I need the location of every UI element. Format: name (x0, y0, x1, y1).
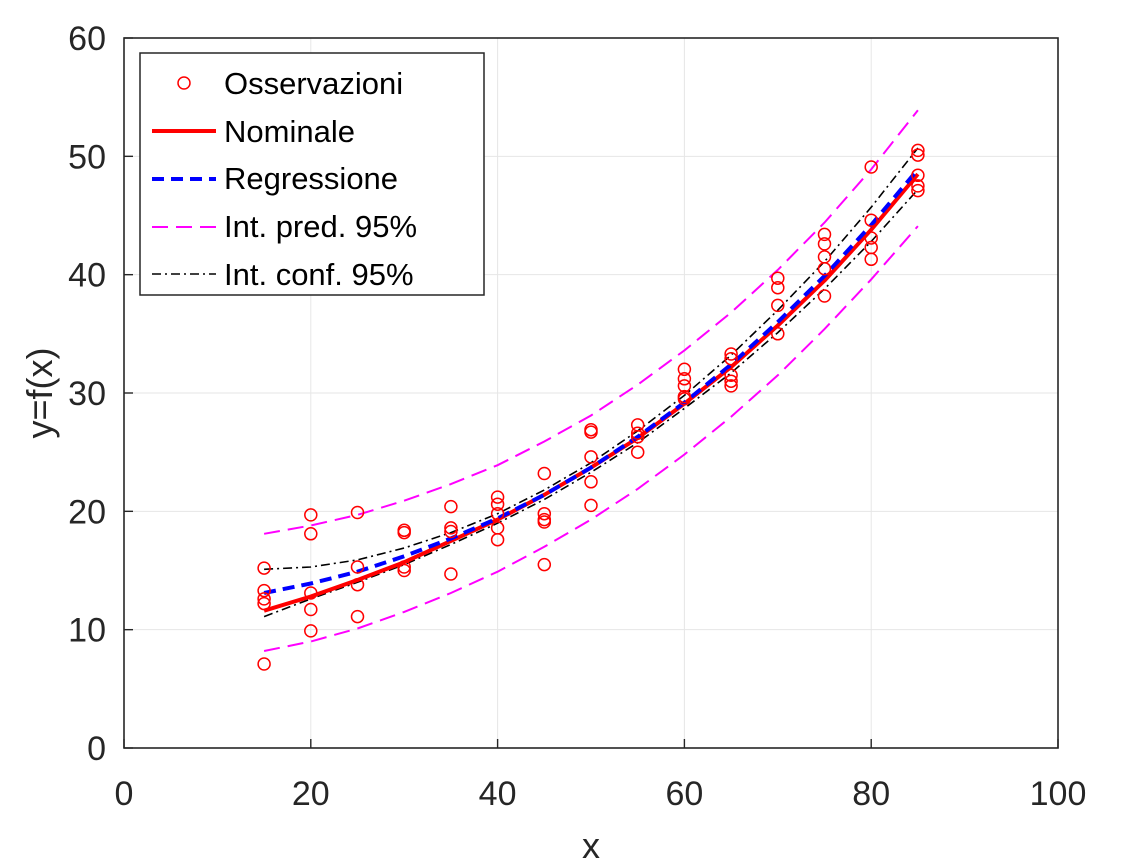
observation-point (304, 586, 318, 600)
x-tick-label: 60 (665, 775, 703, 813)
observation-points (257, 143, 925, 671)
observation-point (537, 466, 552, 481)
observation-point (350, 609, 365, 624)
observation-point (537, 557, 552, 572)
y-tick-label: 30 (68, 375, 106, 413)
observation-point (257, 596, 271, 611)
observation-point (490, 521, 505, 535)
observation-point (444, 521, 458, 535)
prediction-band (263, 109, 919, 652)
legend: Osservazioni Nominale Regressione Int. p… (139, 52, 485, 296)
observation-point (724, 379, 738, 393)
observation-point (630, 418, 645, 432)
prediction-upper-line (263, 109, 919, 535)
observation-point (350, 577, 365, 592)
observation-point (490, 497, 505, 511)
legend-label-nominal: Nominale (224, 114, 355, 149)
observation-point (257, 561, 271, 575)
y-tick-label: 40 (68, 257, 106, 295)
observation-point (771, 271, 785, 285)
observation-point (817, 289, 832, 303)
observation-point (397, 560, 411, 574)
observation-point (537, 506, 552, 521)
observation-point (911, 179, 925, 193)
observation-point (584, 498, 598, 513)
observation-point (630, 426, 645, 440)
observation-point (724, 347, 738, 361)
legend-label-confidence: Int. conf. 95% (224, 257, 414, 292)
observation-point (677, 379, 692, 393)
y-ticks: 0 10 20 30 40 50 60 (68, 20, 133, 768)
observation-point (817, 237, 832, 251)
observation-point (724, 368, 738, 383)
observation-point (771, 298, 785, 313)
legend-box (139, 52, 485, 296)
y-tick-label: 20 (68, 493, 106, 531)
observation-point (537, 512, 552, 527)
observation-point (257, 583, 271, 598)
observation-point (911, 148, 925, 162)
observation-point (911, 168, 925, 183)
observation-point (304, 527, 318, 541)
legend-label-regression: Regressione (224, 161, 398, 196)
observation-point (304, 508, 318, 522)
observation-point (397, 563, 411, 578)
y-tick-label: 50 (68, 138, 106, 176)
observation-point (397, 523, 411, 538)
observation-point (350, 505, 365, 520)
observation-point (444, 499, 458, 514)
observation-point (817, 250, 832, 264)
observation-point (257, 592, 271, 606)
observation-point (304, 624, 318, 638)
confidence-lower-line (263, 188, 919, 618)
observation-point (864, 231, 878, 245)
observation-point (864, 240, 878, 255)
observation-point (490, 490, 505, 504)
observation-point (724, 374, 738, 388)
observation-point (911, 183, 925, 198)
observation-point (771, 327, 785, 341)
x-tick-label: 40 (479, 775, 517, 813)
observation-point (444, 524, 458, 539)
observation-point (257, 657, 271, 671)
observation-point (677, 372, 692, 386)
x-tick-label: 80 (852, 775, 890, 813)
observation-point (817, 227, 832, 242)
y-tick-label: 10 (68, 612, 106, 650)
observation-point (911, 143, 925, 158)
regression-series (263, 168, 920, 595)
observation-point (304, 602, 318, 617)
y-tick-label: 0 (87, 730, 106, 768)
observation-point (630, 445, 645, 459)
observation-point (677, 389, 692, 404)
x-ticks: 0 20 40 60 80 100 (115, 739, 1087, 813)
y-axis-label: y=f(x) (19, 347, 60, 438)
legend-marker-observations (177, 76, 191, 90)
legend-label-observations: Osservazioni (224, 66, 403, 101)
observation-point (584, 450, 598, 464)
observation-point (864, 213, 878, 227)
observation-point (584, 422, 598, 437)
observation-point (350, 560, 365, 574)
x-tick-label: 0 (115, 775, 134, 813)
x-tick-label: 100 (1030, 775, 1087, 813)
prediction-lower-line (263, 225, 919, 652)
observation-point (771, 280, 785, 295)
y-tick-label: 60 (68, 20, 106, 58)
x-axis-label: x (582, 825, 600, 866)
observation-point (724, 351, 738, 366)
observation-point (490, 506, 505, 521)
x-tick-label: 20 (292, 775, 330, 813)
observation-point (584, 475, 598, 489)
observation-point (864, 160, 878, 174)
observation-point (677, 362, 692, 377)
legend-label-prediction: Int. pred. 95% (224, 209, 417, 244)
observation-point (444, 567, 458, 581)
regression-line (263, 168, 920, 595)
